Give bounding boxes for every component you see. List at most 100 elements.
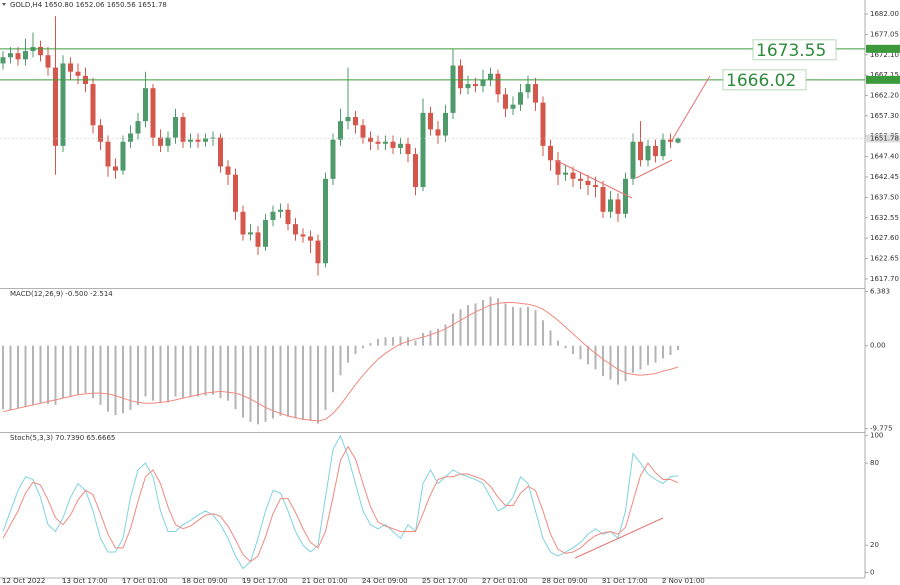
candle-body: [660, 139, 666, 157]
level-label: 1673.55: [756, 41, 826, 61]
candle-body: [555, 160, 561, 175]
histogram-bar: [62, 345, 64, 399]
candle-body: [120, 141, 126, 171]
candle-body: [315, 240, 321, 264]
histogram-bar: [362, 345, 364, 349]
candle-body: [105, 141, 111, 167]
level-label-box: [722, 69, 807, 91]
histogram-bar: [219, 345, 222, 399]
histogram-bar: [287, 345, 289, 417]
histogram-bar: [2, 345, 4, 410]
candle-body: [473, 84, 478, 87]
price-tag: [866, 134, 900, 143]
candle-body: [593, 184, 598, 188]
histogram-bar: [234, 345, 237, 410]
x-tick-label: 28 Oct 09:00: [542, 577, 588, 585]
candle-body: [293, 224, 298, 235]
y-tick-label: 1617.70: [870, 275, 899, 283]
candle-body: [90, 84, 96, 126]
candle-body: [533, 84, 538, 103]
y-tick-label: 80: [870, 459, 879, 467]
histogram-bar: [669, 345, 672, 355]
histogram-bar: [302, 345, 304, 421]
candle-body: [353, 117, 358, 126]
y-tick-label: 100: [870, 432, 883, 440]
level-label: 1666.02: [726, 71, 796, 91]
candle-body: [383, 141, 388, 144]
histogram-bar: [639, 345, 642, 370]
y-tick-label: 1682.00: [870, 10, 899, 18]
candle-body: [398, 143, 403, 148]
candle-body: [435, 129, 441, 136]
histogram-bar: [309, 345, 312, 421]
candle-body: [330, 139, 336, 179]
histogram-bar: [17, 345, 19, 409]
candle-body: [480, 79, 486, 87]
histogram-bar: [144, 345, 147, 397]
candle-body: [240, 211, 246, 235]
line: [2, 302, 679, 422]
candle-body: [165, 137, 171, 146]
histogram-bar: [632, 345, 634, 373]
x-tick-label: 2 Nov 01:00: [662, 577, 705, 585]
histogram-bar: [384, 337, 387, 346]
candle-body: [150, 88, 156, 138]
histogram-bar: [437, 328, 439, 346]
histogram-bar: [137, 345, 139, 405]
histogram-bar: [444, 324, 447, 346]
histogram-bar: [9, 345, 12, 410]
histogram-bar: [549, 330, 552, 346]
candle-body: [218, 137, 223, 167]
histogram-bar: [504, 303, 507, 346]
candle-body: [173, 117, 178, 138]
histogram-bar: [107, 345, 109, 412]
trend-line: [554, 159, 633, 199]
y-tick-label: 1632.55: [870, 214, 899, 222]
histogram-bar: [572, 345, 574, 355]
candle-body: [23, 51, 28, 60]
histogram-bar: [489, 296, 492, 346]
histogram-bar: [24, 345, 27, 407]
candle-body: [8, 53, 13, 58]
candle-body: [585, 180, 591, 185]
candle-body: [248, 232, 253, 235]
candle-body: [405, 143, 411, 155]
x-tick-label: 31 Oct 17:00: [602, 577, 648, 585]
histogram-bar: [84, 345, 87, 394]
y-tick-label: 0.00: [870, 342, 886, 350]
histogram-bar: [249, 345, 252, 422]
y-tick-label: 6.383: [870, 288, 890, 296]
candle-body: [525, 84, 531, 93]
candle-body: [443, 112, 448, 136]
candle-body: [413, 154, 418, 188]
histogram-bar: [167, 345, 169, 403]
candle-body: [495, 73, 501, 95]
panel-title: GOLD,H4 1650.80 1652.06 1650.56 1651.78: [10, 1, 167, 9]
histogram-bar: [242, 345, 244, 418]
candle-body: [128, 133, 133, 142]
x-tick-label: 18 Oct 09:00: [182, 577, 228, 585]
candle-body: [488, 73, 493, 80]
y-tick-label: 1657.30: [870, 112, 899, 120]
x-tick-label: 24 Oct 09:00: [362, 577, 408, 585]
candle-body: [420, 112, 426, 188]
candle-body: [375, 141, 381, 144]
histogram-bar: [647, 345, 649, 366]
price-tag-label: 1651.78: [870, 135, 899, 143]
x-tick-label: 13 Oct 17:00: [62, 577, 108, 585]
y-tick-label: 1662.20: [870, 92, 899, 100]
candle-body: [270, 211, 276, 221]
histogram-bar: [159, 345, 162, 404]
candle-body: [53, 67, 58, 146]
histogram-bar: [174, 345, 177, 397]
candle-body: [188, 139, 193, 142]
candle-body: [458, 65, 463, 89]
histogram-bar: [422, 333, 424, 346]
histogram-bar: [594, 345, 597, 370]
histogram-bar: [602, 345, 604, 377]
y-tick-label: 1627.60: [870, 234, 899, 242]
candle-body: [323, 178, 328, 264]
line: [2, 445, 679, 563]
